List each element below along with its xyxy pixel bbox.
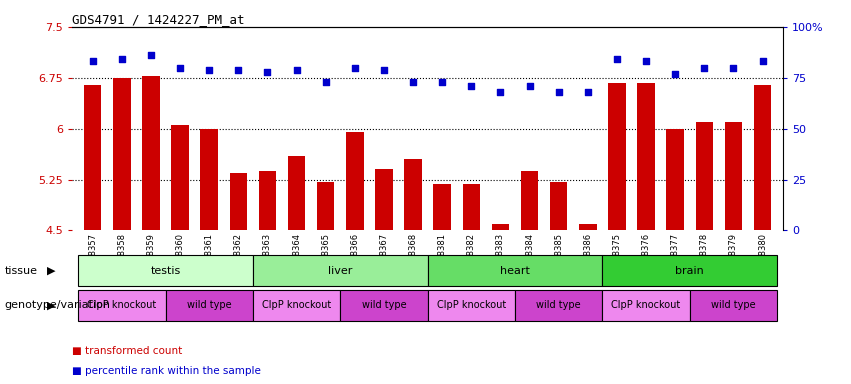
- Bar: [521, 171, 539, 230]
- Bar: [171, 125, 189, 230]
- Bar: [201, 129, 218, 230]
- Bar: [515, 290, 603, 321]
- Bar: [375, 169, 392, 230]
- Point: [551, 89, 565, 95]
- Bar: [113, 78, 130, 230]
- Text: ClpP knockout: ClpP knockout: [87, 300, 157, 310]
- Point: [115, 56, 129, 63]
- Text: wild type: wild type: [711, 300, 756, 310]
- Point: [610, 56, 624, 63]
- Bar: [428, 290, 515, 321]
- Bar: [340, 290, 428, 321]
- Point: [290, 66, 304, 73]
- Bar: [142, 76, 160, 230]
- Point: [698, 65, 711, 71]
- Point: [523, 83, 536, 89]
- Text: wild type: wild type: [187, 300, 231, 310]
- Bar: [78, 290, 166, 321]
- Text: testis: testis: [151, 266, 180, 276]
- Bar: [166, 290, 253, 321]
- Point: [377, 66, 391, 73]
- Point: [174, 65, 187, 71]
- Bar: [404, 159, 422, 230]
- Text: liver: liver: [328, 266, 352, 276]
- Bar: [317, 182, 334, 230]
- Bar: [603, 290, 689, 321]
- Point: [639, 58, 653, 65]
- Point: [668, 71, 682, 77]
- Bar: [754, 84, 771, 230]
- Bar: [725, 122, 742, 230]
- Point: [756, 58, 769, 65]
- Bar: [666, 129, 684, 230]
- Bar: [253, 290, 340, 321]
- Text: heart: heart: [500, 266, 530, 276]
- Bar: [637, 83, 654, 230]
- Bar: [253, 255, 428, 286]
- Bar: [230, 173, 247, 230]
- Point: [319, 79, 333, 85]
- Text: wild type: wild type: [536, 300, 581, 310]
- Bar: [288, 156, 306, 230]
- Point: [144, 52, 157, 58]
- Bar: [78, 255, 253, 286]
- Text: genotype/variation: genotype/variation: [4, 300, 111, 310]
- Bar: [689, 290, 777, 321]
- Point: [406, 79, 420, 85]
- Text: wild type: wild type: [362, 300, 406, 310]
- Point: [231, 66, 245, 73]
- Point: [494, 89, 507, 95]
- Bar: [579, 223, 597, 230]
- Text: ClpP knockout: ClpP knockout: [611, 300, 681, 310]
- Point: [727, 65, 740, 71]
- Point: [465, 83, 478, 89]
- Bar: [346, 132, 363, 230]
- Bar: [603, 255, 777, 286]
- Bar: [492, 223, 509, 230]
- Text: ■ transformed count: ■ transformed count: [72, 346, 183, 356]
- Point: [203, 66, 216, 73]
- Point: [348, 65, 362, 71]
- Bar: [433, 184, 451, 230]
- Bar: [608, 83, 625, 230]
- Bar: [259, 171, 277, 230]
- Bar: [428, 255, 603, 286]
- Text: brain: brain: [676, 266, 704, 276]
- Text: GDS4791 / 1424227_PM_at: GDS4791 / 1424227_PM_at: [72, 13, 245, 26]
- Bar: [550, 182, 568, 230]
- Text: ClpP knockout: ClpP knockout: [262, 300, 331, 310]
- Point: [260, 69, 274, 75]
- Text: ■ percentile rank within the sample: ■ percentile rank within the sample: [72, 366, 261, 376]
- Point: [436, 79, 449, 85]
- Point: [86, 58, 100, 65]
- Bar: [84, 84, 101, 230]
- Text: ▶: ▶: [47, 266, 55, 276]
- Bar: [695, 122, 713, 230]
- Text: ClpP knockout: ClpP knockout: [437, 300, 506, 310]
- Text: ▶: ▶: [47, 300, 55, 310]
- Bar: [463, 184, 480, 230]
- Point: [581, 89, 595, 95]
- Text: tissue: tissue: [4, 266, 37, 276]
